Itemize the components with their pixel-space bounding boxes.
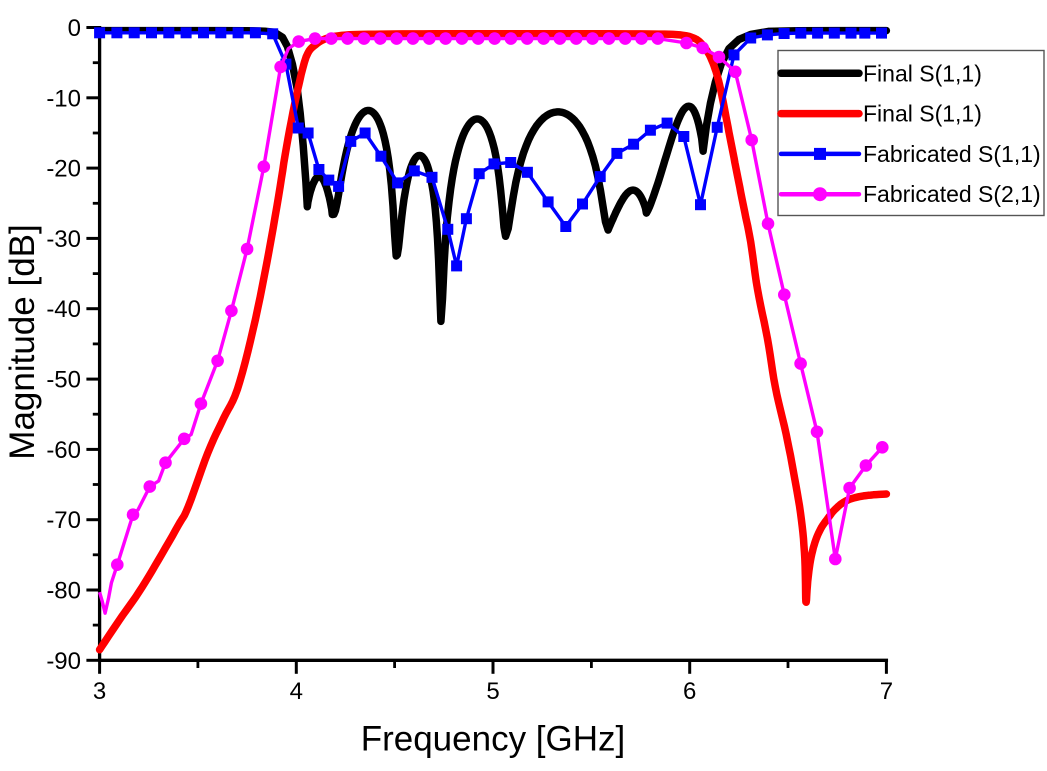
svg-text:0: 0 — [68, 15, 81, 42]
svg-text:3: 3 — [93, 678, 106, 705]
svg-text:-30: -30 — [46, 226, 81, 253]
svg-text:-10: -10 — [46, 85, 81, 112]
svg-text:6: 6 — [683, 678, 696, 705]
svg-text:-60: -60 — [46, 437, 81, 464]
svg-text:7: 7 — [880, 678, 893, 705]
svg-text:4: 4 — [290, 678, 303, 705]
svg-text:Final S(1,1): Final S(1,1) — [863, 60, 982, 86]
svg-text:-90: -90 — [46, 648, 81, 675]
svg-text:-80: -80 — [46, 578, 81, 605]
svg-text:Fabricated S(2,1): Fabricated S(2,1) — [863, 181, 1041, 207]
svg-text:Final S(1,1): Final S(1,1) — [863, 101, 982, 127]
svg-text:5: 5 — [486, 678, 499, 705]
svg-text:-50: -50 — [46, 367, 81, 394]
svg-text:-40: -40 — [46, 296, 81, 323]
svg-text:Fabricated S(1,1): Fabricated S(1,1) — [863, 141, 1041, 167]
svg-text:-70: -70 — [46, 507, 81, 534]
svg-text:Magnitude [dB]: Magnitude [dB] — [3, 224, 42, 459]
svg-text:-20: -20 — [46, 156, 81, 183]
svg-text:Frequency [GHz]: Frequency [GHz] — [361, 720, 626, 759]
